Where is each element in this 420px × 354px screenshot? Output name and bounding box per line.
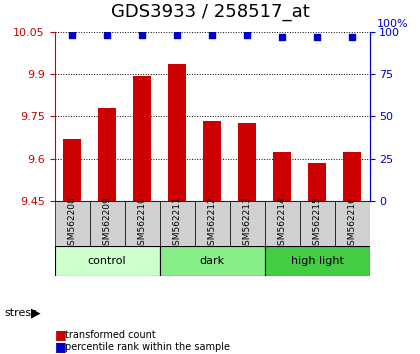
- Bar: [168, 64, 186, 201]
- Bar: [89, 201, 125, 246]
- Text: GDS3933 / 258517_at: GDS3933 / 258517_at: [110, 3, 310, 21]
- Text: ■: ■: [55, 341, 66, 353]
- Text: 100%: 100%: [377, 19, 408, 29]
- Bar: [344, 152, 361, 201]
- Text: ■: ■: [55, 328, 66, 341]
- Bar: [55, 201, 89, 246]
- Text: GSM562213: GSM562213: [243, 196, 252, 251]
- Text: GSM562211: GSM562211: [173, 196, 181, 251]
- Bar: [335, 201, 370, 246]
- Text: GSM562208: GSM562208: [68, 196, 76, 251]
- Bar: [239, 124, 256, 201]
- Point: [104, 33, 110, 38]
- Bar: [265, 246, 370, 276]
- Bar: [273, 152, 291, 201]
- Text: GSM562214: GSM562214: [278, 196, 286, 251]
- Bar: [98, 108, 116, 201]
- Text: GSM562216: GSM562216: [348, 196, 357, 251]
- Point: [209, 33, 215, 38]
- Bar: [134, 75, 151, 201]
- Text: GSM562209: GSM562209: [102, 196, 112, 251]
- Point: [69, 33, 76, 38]
- Text: high light: high light: [291, 256, 344, 266]
- Bar: [160, 201, 194, 246]
- Bar: [125, 201, 160, 246]
- Text: control: control: [88, 256, 126, 266]
- Bar: [55, 246, 160, 276]
- Bar: [308, 163, 326, 201]
- Bar: [230, 201, 265, 246]
- Text: transformed count: transformed count: [65, 330, 156, 339]
- Text: GSM562215: GSM562215: [312, 196, 322, 251]
- Bar: [299, 201, 335, 246]
- Text: ▶: ▶: [31, 307, 40, 320]
- Text: GSM562210: GSM562210: [138, 196, 147, 251]
- Bar: [194, 201, 230, 246]
- Point: [174, 33, 181, 38]
- Bar: [265, 201, 299, 246]
- Text: stress: stress: [4, 308, 37, 318]
- Bar: [203, 121, 221, 201]
- Text: GSM562212: GSM562212: [207, 196, 217, 251]
- Point: [349, 34, 355, 40]
- Point: [314, 34, 320, 40]
- Point: [244, 33, 250, 38]
- Bar: [160, 246, 265, 276]
- Point: [139, 33, 145, 38]
- Bar: [63, 139, 81, 201]
- Text: dark: dark: [200, 256, 225, 266]
- Point: [279, 34, 286, 40]
- Text: percentile rank within the sample: percentile rank within the sample: [65, 342, 230, 352]
